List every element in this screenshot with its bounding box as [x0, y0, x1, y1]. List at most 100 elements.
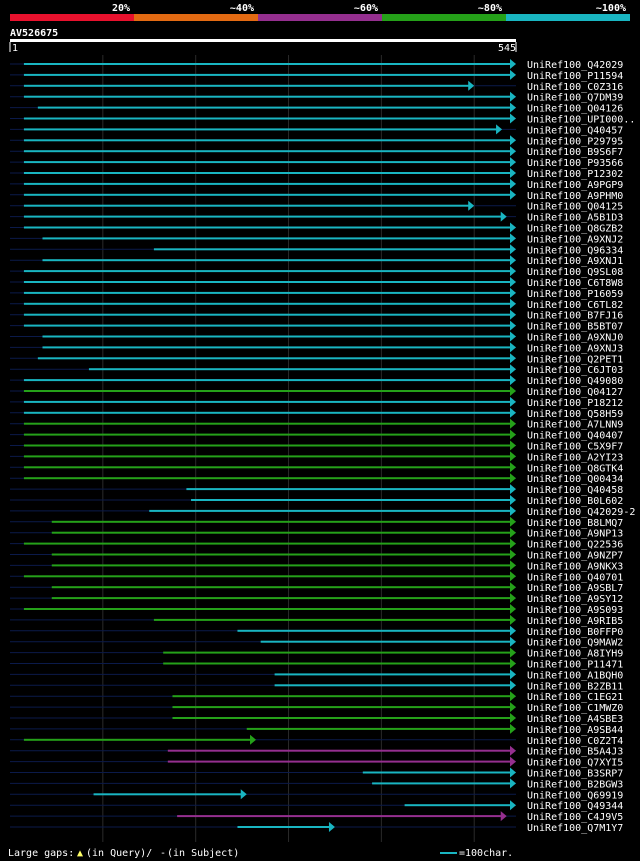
hit-label: UniRef100_B2BGW3 [527, 779, 623, 790]
hit-bar [51, 564, 511, 567]
hit-arrow [510, 429, 516, 440]
hit-bar [167, 749, 511, 752]
hit-bar [149, 509, 511, 512]
hit-bar [167, 760, 511, 763]
hit-label: UniRef100_B2ZB11 [527, 681, 623, 692]
hit-bar [23, 444, 511, 447]
hit-arrow [510, 756, 516, 767]
hit-label: UniRef100_P11471 [527, 660, 623, 671]
hit-label: UniRef100_A9XNJ0 [527, 333, 623, 344]
identity-scale-label: ~80% [478, 3, 502, 14]
hit-arrow [510, 418, 516, 429]
hit-arrow [510, 440, 516, 451]
hit-bar [23, 291, 511, 294]
hit-label: UniRef100_A9S093 [527, 605, 623, 616]
hit-arrow [510, 560, 516, 571]
hit-arrow [510, 691, 516, 702]
hit-label: UniRef100_Q04127 [527, 387, 623, 398]
hit-bar [172, 706, 512, 709]
hit-label: UniRef100_A9XNJ1 [527, 256, 623, 267]
hit-bar [23, 422, 511, 425]
hit-arrow [510, 604, 516, 614]
legend: Large gaps: ▲ (in Query)/ - (in Subject)… [8, 848, 513, 859]
identity-scale-segment [10, 14, 134, 21]
hit-bar [23, 150, 511, 153]
hit-label: UniRef100_Q40458 [527, 485, 623, 496]
hit-arrow [510, 386, 516, 396]
hit-arrow [510, 69, 516, 80]
hit-bar [23, 324, 511, 327]
hit-label: UniRef100_A2YI23 [527, 452, 623, 463]
hit-label: UniRef100_P11594 [527, 71, 623, 82]
hit-label: UniRef100_A4SBE3 [527, 714, 623, 725]
hit-arrow [500, 811, 507, 822]
hit-bar [172, 717, 512, 719]
hit-label: UniRef100_A9PGP9 [527, 180, 623, 191]
hit-bar [23, 542, 511, 545]
hit-bar [23, 117, 511, 120]
hit-label: UniRef100_A9NP13 [527, 529, 623, 540]
hit-label: UniRef100_Q40701 [527, 572, 623, 583]
hit-bar [23, 270, 511, 273]
hit-label: UniRef100_C0Z2T4 [527, 736, 623, 747]
legend-query-gap-text: (in Query)/ [86, 848, 152, 859]
hit-label: UniRef100_A9NKX3 [527, 561, 623, 572]
hit-label: UniRef100_P12302 [527, 169, 623, 180]
hit-bar [42, 346, 511, 349]
hit-bar [23, 182, 511, 185]
hit-arrow [510, 320, 516, 331]
hit-bar [153, 618, 511, 621]
hit-arrow [510, 168, 516, 178]
hit-arrow [510, 484, 516, 495]
hit-bar [23, 204, 470, 207]
hit-label: UniRef100_Q58H59 [527, 409, 623, 420]
hit-label: UniRef100_Q96334 [527, 245, 623, 256]
hit-arrow [510, 713, 516, 723]
hit-arrow [510, 353, 516, 364]
hit-arrow [510, 277, 516, 287]
hit-arrow [510, 287, 516, 298]
query-end-label: 545 [498, 43, 516, 54]
hit-label: UniRef100_A9XNJ3 [527, 343, 623, 354]
hit-arrow [510, 146, 516, 157]
hit-label: UniRef100_Q40407 [527, 431, 623, 442]
hit-label: UniRef100_C1MWZ0 [527, 703, 623, 714]
hit-bar [404, 804, 511, 807]
hit-label: UniRef100_Q04125 [527, 202, 623, 213]
hit-bar [23, 575, 511, 578]
legend-subject-gap-text: (in Subject) [167, 848, 239, 859]
hit-arrow [510, 625, 516, 636]
hit-bar [23, 738, 252, 741]
hit-bar [186, 488, 511, 491]
hit-arrow [510, 538, 516, 549]
hit-label: UniRef100_C6T8W8 [527, 278, 623, 289]
hit-label: UniRef100_Q2PET1 [527, 354, 623, 365]
hit-arrow [500, 211, 507, 222]
hit-arrow [510, 135, 516, 146]
hit-label: UniRef100_UPI000.. [527, 115, 635, 126]
hit-label: UniRef100_A8IYH9 [527, 649, 623, 660]
hit-arrow [510, 767, 516, 778]
hit-label: UniRef100_C4J9V5 [527, 812, 623, 823]
hit-bar [42, 237, 511, 240]
hit-arrow [510, 614, 516, 625]
hit-bar [246, 727, 511, 730]
hit-arrow [468, 200, 475, 211]
hit-label: UniRef100_Q00434 [527, 474, 623, 485]
hit-label: UniRef100_Q7M1Y7 [527, 823, 623, 834]
hit-arrow [510, 593, 516, 604]
hit-bar [37, 357, 511, 360]
identity-scale-segment [382, 14, 506, 21]
hit-arrow [510, 396, 516, 407]
query-ruler [9, 39, 517, 52]
hit-arrow [510, 658, 516, 669]
hit-arrow [510, 407, 516, 418]
hit-arrow [510, 669, 516, 680]
hit-label: UniRef100_B7FJ16 [527, 311, 623, 322]
hit-arrow [510, 222, 516, 233]
hit-bar [51, 553, 511, 556]
hit-bar [177, 815, 502, 818]
hit-arrow [510, 342, 516, 353]
hit-label: UniRef100_B0L602 [527, 496, 623, 507]
hit-label: UniRef100_B0FFP0 [527, 627, 623, 638]
